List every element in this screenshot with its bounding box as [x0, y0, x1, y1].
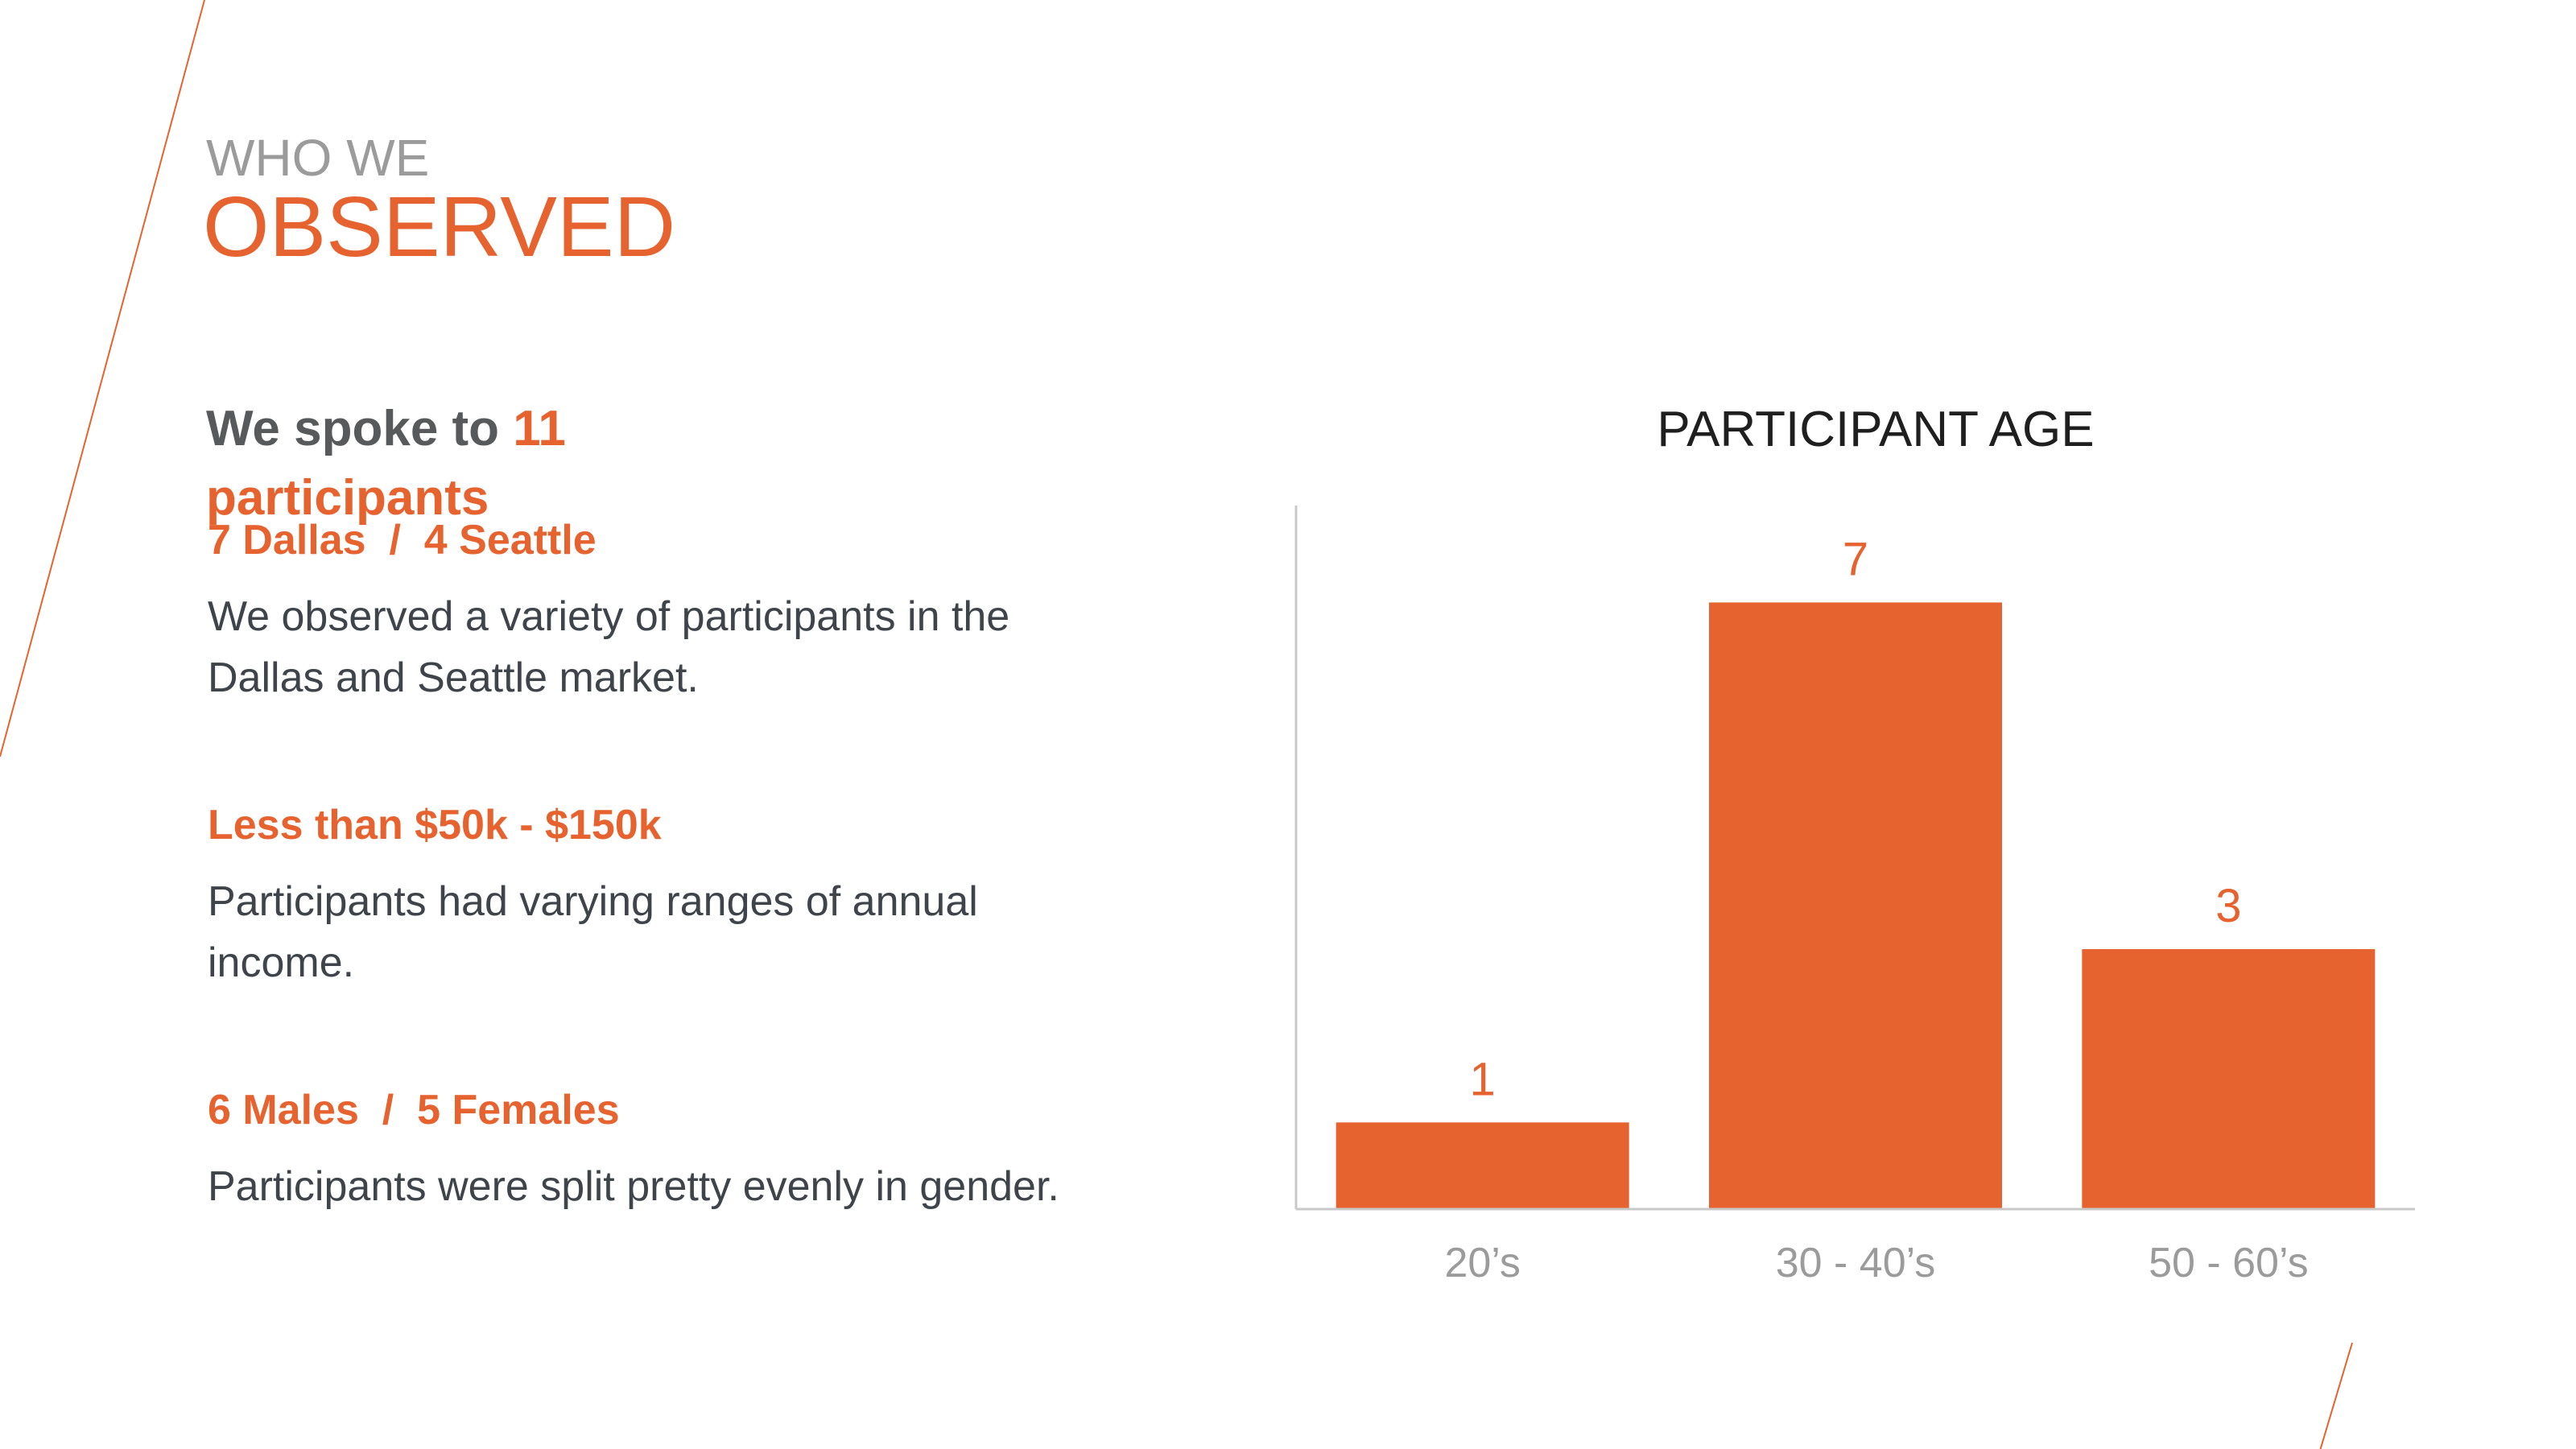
gender-heading: 6 Males / 5 Females: [208, 1087, 620, 1133]
bar-1: [1335, 1122, 1629, 1209]
location-heading: 7 Dallas / 4 Seattle: [208, 517, 597, 564]
section-title: OBSERVED: [203, 180, 676, 275]
category-label-1: 20’s: [1444, 1240, 1520, 1286]
data-label-3: 3: [2215, 880, 2241, 932]
category-label-3: 50 - 60’s: [2149, 1240, 2309, 1286]
income-description: Participants had varying ranges of annua…: [208, 878, 978, 986]
gender-description: Participants were split pretty evenly in…: [208, 1163, 1059, 1210]
bar-2: [1709, 602, 2002, 1209]
accent-diagonal-line-bottom-right: [2319, 1342, 2353, 1449]
bar-3: [2082, 949, 2376, 1209]
participant-age-chart: 1 20’s 7 30 - 40’s 3 50 - 60’s: [1294, 506, 2415, 1286]
lead-highlight: 11 participants: [206, 401, 566, 526]
section-eyebrow: WHO WE: [206, 129, 430, 187]
location-description: We observed a variety of participants in…: [208, 593, 1010, 701]
chart-title: PARTICIPANT AGE: [1657, 402, 2095, 457]
accent-diagonal-line-top-left: [0, 0, 205, 758]
lead-statement: We spoke to 11 participants: [206, 394, 770, 533]
data-label-2: 7: [1843, 533, 1868, 585]
data-label-1: 1: [1470, 1053, 1496, 1105]
income-heading: Less than $50k - $150k: [208, 802, 662, 848]
category-label-2: 30 - 40’s: [1776, 1240, 1936, 1286]
lead-prefix: We spoke to: [206, 401, 514, 456]
